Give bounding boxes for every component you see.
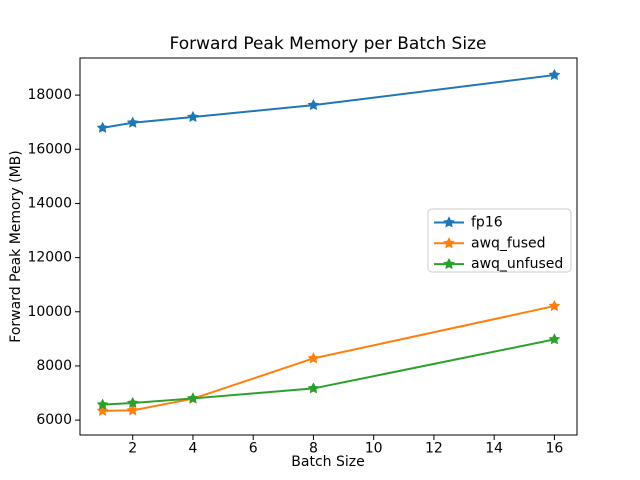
- y-axis-label: Forward Peak Memory (MB): [8, 150, 24, 342]
- data-point-fp16: [307, 98, 320, 111]
- x-tick-label: 16: [545, 441, 563, 457]
- x-tick-label: 12: [425, 441, 443, 457]
- data-point-fp16: [96, 121, 109, 133]
- data-point-awq_unfused: [96, 398, 109, 410]
- legend-label-awq_unfused: awq_unfused: [471, 256, 563, 272]
- data-point-awq_unfused: [126, 396, 139, 409]
- data-point-awq_fused: [96, 404, 109, 416]
- data-point-awq_unfused: [187, 392, 199, 404]
- y-tick-label: 6000: [36, 412, 72, 428]
- legend-box: [427, 208, 572, 273]
- y-tick-label: 8000: [36, 358, 72, 374]
- x-axis-label: Batch Size: [291, 454, 364, 470]
- legend-swatch-marker: [443, 216, 455, 228]
- data-point-awq_fused: [548, 299, 561, 312]
- legend-label-fp16: fp16: [471, 215, 503, 231]
- x-tick-label: 10: [365, 441, 383, 457]
- y-tick-label: 12000: [27, 250, 72, 266]
- axes-spines: [79, 57, 578, 436]
- data-point-fp16: [187, 110, 199, 123]
- data-point-awq_fused: [307, 352, 320, 364]
- y-tick-label: 18000: [27, 87, 72, 103]
- series-line-fp16: [102, 74, 555, 129]
- legend-label-awq_fused: awq_fused: [471, 235, 546, 251]
- y-tick-label: 14000: [27, 195, 72, 211]
- y-tick-label: 10000: [27, 304, 72, 320]
- data-point-awq_unfused: [548, 333, 561, 345]
- data-point-fp16: [126, 116, 139, 128]
- legend-swatch-marker: [443, 257, 455, 270]
- x-tick-label: 8: [309, 441, 318, 457]
- chart-title: Forward Peak Memory per Batch Size: [170, 34, 487, 54]
- x-tick-label: 2: [128, 441, 137, 457]
- series-line-awq_unfused: [102, 338, 555, 406]
- data-point-fp16: [548, 68, 561, 81]
- data-point-awq_unfused: [307, 382, 320, 394]
- legend-swatch-marker: [443, 237, 455, 249]
- x-tick-label: 6: [249, 441, 258, 457]
- plot-area: 2 4 6 8 10 12 14 16 6000 8000 10000 12000 14000 16000…: [27, 57, 578, 457]
- y-tick-label: 16000: [27, 141, 72, 157]
- series-line-awq_fused: [102, 305, 555, 412]
- x-tick-label: 14: [485, 441, 503, 457]
- data-point-awq_fused: [126, 404, 139, 416]
- x-tick-label: 4: [188, 441, 197, 457]
